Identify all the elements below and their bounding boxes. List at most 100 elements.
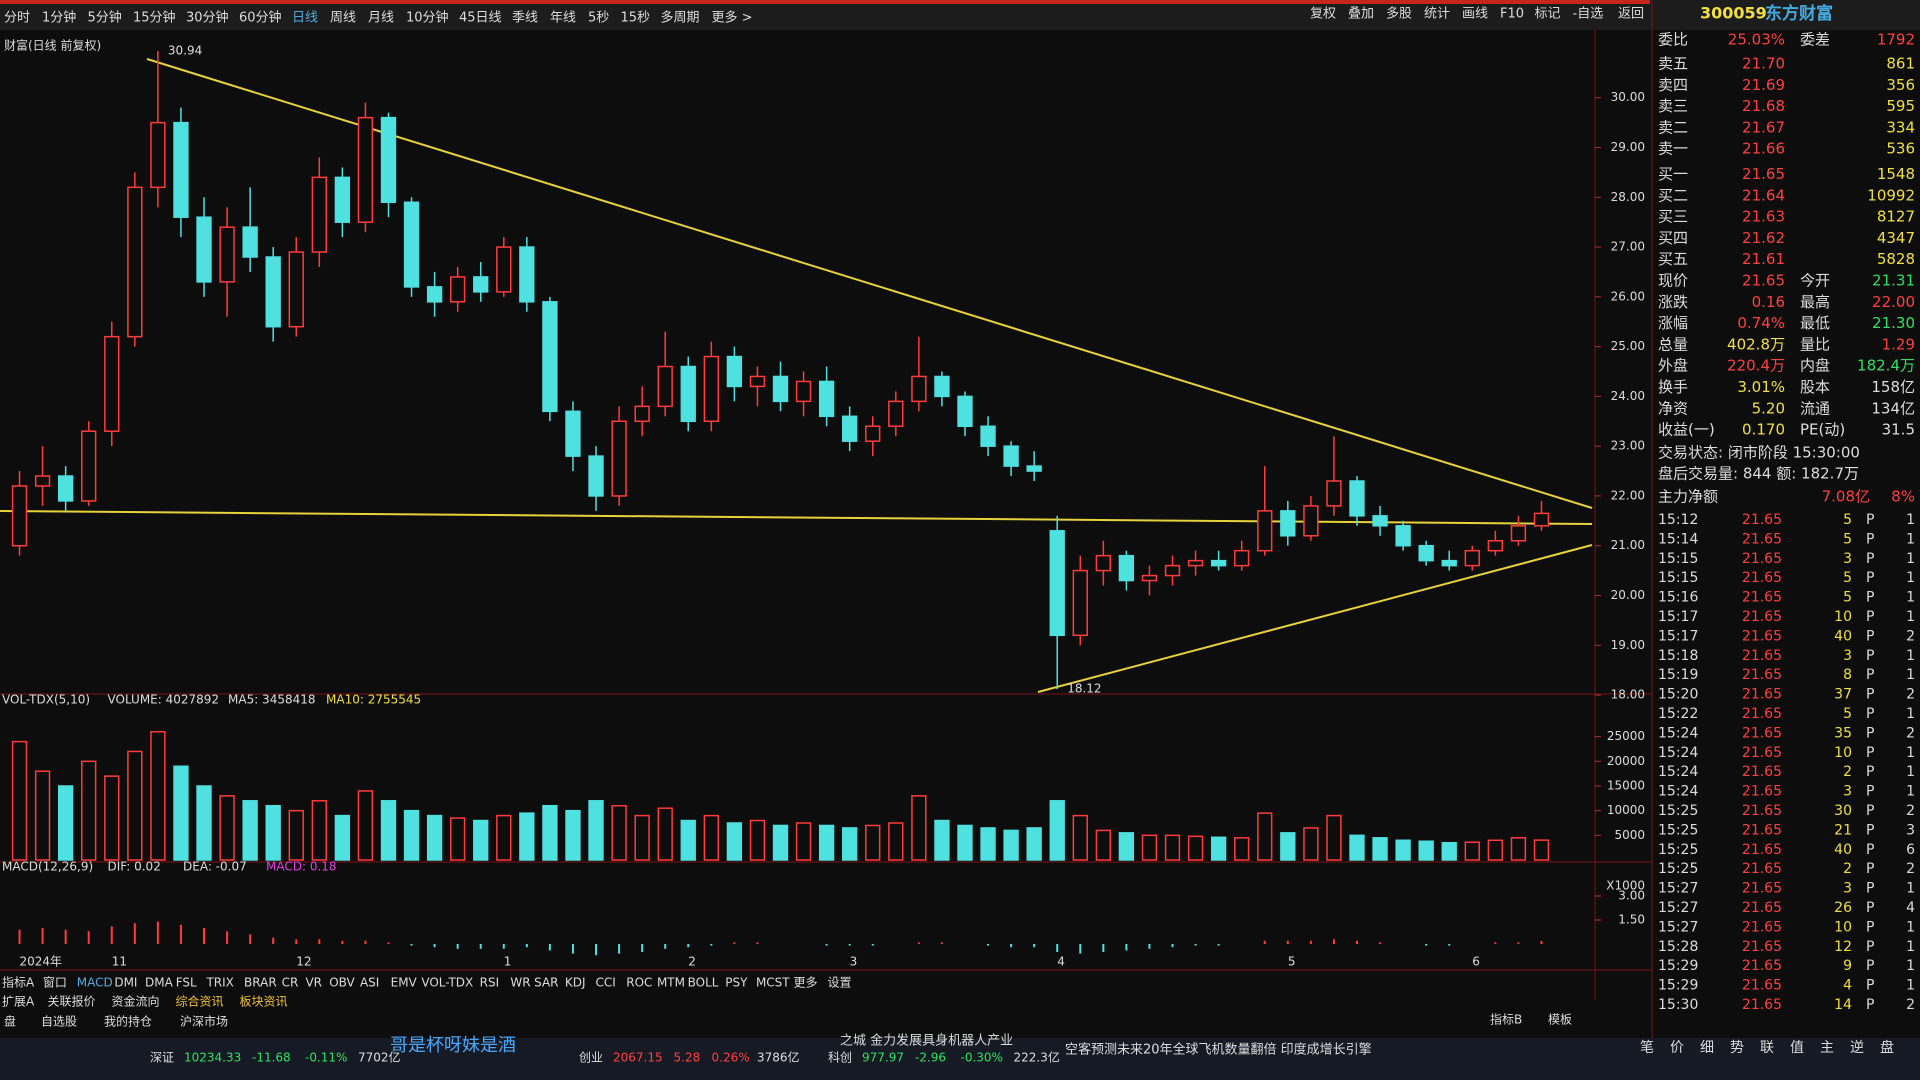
tool-button[interactable]: 画线 — [1462, 7, 1488, 22]
indicator-tab[interactable]: MTM — [657, 976, 685, 990]
info-tab[interactable]: 综合资讯 — [176, 994, 224, 1009]
indicator-tab[interactable]: VR — [305, 976, 322, 990]
period-tab[interactable]: 5分钟 — [88, 10, 122, 26]
indicator-tab[interactable]: PSY — [725, 976, 748, 990]
volume-bar — [403, 809, 420, 861]
indicator-tab[interactable]: WR — [510, 976, 530, 990]
candle-body — [1487, 539, 1504, 552]
info-tab[interactable]: 关联报价 — [48, 994, 96, 1009]
period-tab[interactable]: 更多 > — [712, 10, 753, 26]
tool-button[interactable]: 多股 — [1386, 6, 1412, 22]
volume-bar — [288, 809, 304, 861]
market-tab[interactable]: 我的持仓 — [104, 1014, 152, 1029]
indicator-tab[interactable]: 指标A — [2, 975, 35, 990]
indicator-tab[interactable]: 更多 — [794, 976, 818, 990]
indicator-tab[interactable]: MACD — [77, 976, 113, 990]
indicator-tab[interactable]: CR — [282, 976, 299, 990]
tool-button[interactable]: -自选 — [1573, 7, 1604, 22]
tool-button[interactable]: 复权 — [1310, 6, 1336, 22]
trade-volume: 5 — [1843, 570, 1852, 586]
side-tab[interactable]: 价 — [1670, 1040, 1684, 1056]
period-tab[interactable]: 月线 — [368, 11, 394, 26]
period-tab[interactable]: 多周期 — [661, 10, 700, 26]
candle-body — [1234, 549, 1250, 567]
trade-time: 15:24 — [1658, 784, 1698, 800]
period-tab[interactable]: 分时 — [4, 11, 30, 26]
period-tab[interactable]: 年线 — [550, 11, 576, 26]
volume-bar — [1418, 840, 1434, 861]
book-label: 卖五 — [1658, 55, 1688, 73]
period-tab[interactable]: 60分钟 — [239, 10, 282, 26]
indicator-tab[interactable]: CCI — [596, 976, 616, 990]
side-tab[interactable]: 势 — [1730, 1040, 1744, 1056]
indicator-tab[interactable]: DMI — [114, 976, 137, 990]
trade-volume: 5 — [1843, 531, 1852, 547]
period-tab[interactable]: 1分钟 — [42, 10, 76, 26]
market-tab[interactable]: 自选股 — [41, 1015, 77, 1029]
template-tab[interactable]: 指标B — [1490, 1012, 1522, 1027]
tool-button[interactable]: F10 — [1500, 7, 1524, 22]
indicator-tab[interactable]: KDJ — [565, 976, 586, 990]
period-tab[interactable]: 30分钟 — [186, 10, 229, 26]
market-tab[interactable]: 沪深市场 — [180, 1014, 228, 1029]
book-label: 买四 — [1658, 229, 1688, 247]
indicator-tab[interactable]: FSL — [176, 976, 197, 990]
book-volume: 356 — [1886, 76, 1915, 94]
book-price: 21.68 — [1742, 97, 1785, 115]
market-tab[interactable]: 盘 — [4, 1014, 16, 1029]
info-tab[interactable]: 扩展A — [2, 995, 35, 1009]
main-net-label: 主力净额 — [1658, 488, 1718, 506]
info-tab[interactable]: 板块资讯 — [240, 995, 288, 1009]
tool-button[interactable]: 标记 — [1535, 7, 1561, 22]
info-tab[interactable]: 资金流向 — [112, 994, 160, 1009]
side-tab[interactable]: 笔 — [1640, 1040, 1654, 1056]
period-tab[interactable]: 日线 — [292, 11, 318, 26]
template-tab[interactable]: 模板 — [1548, 1013, 1572, 1027]
period-tab[interactable]: 45日线 — [459, 11, 502, 26]
side-tab[interactable]: 值 — [1790, 1040, 1804, 1056]
indicator-tab[interactable]: 窗口 — [43, 976, 67, 990]
indicator-tab[interactable]: BRAR — [244, 976, 277, 990]
quote-label: 净资 — [1658, 399, 1688, 417]
indicator-tab[interactable]: ASI — [360, 976, 379, 990]
side-tab[interactable]: 盘 — [1880, 1039, 1894, 1056]
period-tab[interactable]: 季线 — [512, 11, 538, 26]
candle-body — [749, 375, 766, 388]
indicator-tab[interactable]: MCST — [756, 976, 790, 990]
volume-bar — [1257, 812, 1273, 861]
trade-time: 15:29 — [1658, 978, 1698, 994]
period-tab[interactable]: 15秒 — [621, 11, 651, 26]
indicator-tab[interactable]: VOL-TDX — [421, 976, 473, 990]
volume-bar — [426, 814, 443, 861]
indicator-tab[interactable]: ROC — [626, 976, 652, 990]
trade-time: 15:24 — [1658, 745, 1698, 761]
indicator-tab[interactable]: 设置 — [827, 976, 851, 990]
indicator-tab[interactable]: DMA — [145, 976, 174, 990]
indicator-tab[interactable]: BOLL — [688, 976, 719, 990]
quote-value: 21.30 — [1872, 314, 1915, 332]
indicator-tab[interactable]: SAR — [534, 976, 558, 990]
period-tab[interactable]: 周线 — [330, 11, 356, 26]
indicator-tab[interactable]: RSI — [480, 976, 500, 990]
tool-button[interactable]: 返回 — [1618, 7, 1644, 22]
tool-button[interactable]: 叠加 — [1348, 7, 1374, 22]
period-tab[interactable]: 5秒 — [588, 11, 609, 26]
tool-button[interactable]: 统计 — [1424, 7, 1450, 22]
period-tab[interactable]: 15分钟 — [133, 10, 176, 26]
indicator-tab[interactable]: EMV — [391, 976, 418, 990]
period-tab[interactable]: 10分钟 — [406, 10, 449, 26]
side-tab[interactable]: 主 — [1820, 1040, 1834, 1056]
indicator-tab[interactable]: OBV — [329, 976, 355, 990]
index-field: -0.30% — [961, 1051, 1003, 1065]
candle-body — [865, 425, 881, 442]
quote-value: 182.4万 — [1857, 357, 1915, 375]
side-tab[interactable]: 细 — [1700, 1040, 1714, 1056]
side-tab[interactable]: 联 — [1760, 1040, 1774, 1056]
trade-volume: 4 — [1843, 978, 1852, 994]
candle-body — [104, 335, 120, 432]
indicator-tab[interactable]: TRIX — [205, 976, 233, 990]
book-value: 1792 — [1877, 31, 1915, 49]
volume-bar — [1441, 841, 1457, 861]
side-tab[interactable]: 逆 — [1850, 1040, 1864, 1056]
candle-body — [196, 216, 212, 283]
